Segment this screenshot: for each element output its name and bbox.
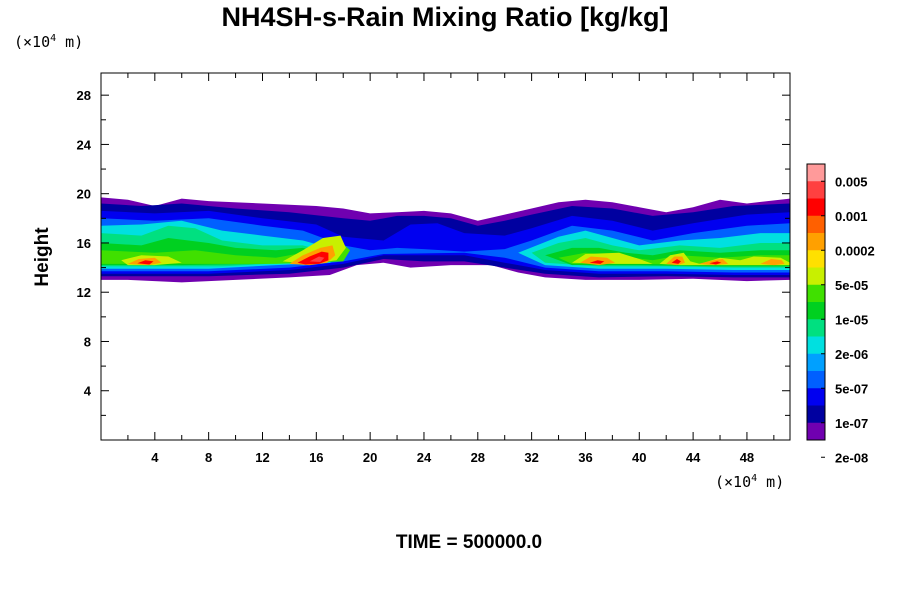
y-tick-label: 28 xyxy=(77,88,91,103)
contour-region-20 xyxy=(698,259,729,266)
x-axis-unit: (×104 m) xyxy=(715,473,785,491)
contour-region-15 xyxy=(659,252,790,266)
colorbar-swatch xyxy=(807,336,825,355)
colorbar-frame xyxy=(806,163,826,441)
colorbar-label: 1e-07 xyxy=(835,416,868,431)
x-tick-label: 40 xyxy=(632,450,646,465)
contour-region-25 xyxy=(671,259,681,264)
x-tick-label: 4 xyxy=(151,450,159,465)
chart-title: NH4SH-s-Rain Mixing Ratio [kg/kg] xyxy=(221,2,669,32)
colorbar-swatch xyxy=(807,215,825,234)
colorbar-label: 0.001 xyxy=(835,209,868,224)
colorbar-label: 2e-06 xyxy=(835,347,868,362)
colorbar-swatch xyxy=(807,233,825,251)
x-tick-label: 20 xyxy=(363,450,377,465)
x-tick-label: 16 xyxy=(309,450,323,465)
colorbar-swatch xyxy=(807,405,825,424)
contour-region-27 xyxy=(309,256,325,262)
colorbar-swatch xyxy=(807,250,825,268)
colorbar-swatch xyxy=(807,353,825,372)
colorbar-label: 0.005 xyxy=(835,174,868,189)
colorbar-swatch xyxy=(807,198,825,217)
colorbar-label: 5e-05 xyxy=(835,278,868,293)
contour-region-24 xyxy=(589,260,605,264)
colorbar-swatch xyxy=(807,267,825,286)
colorbar-swatch xyxy=(807,422,825,441)
y-tick-label: 16 xyxy=(77,236,91,251)
colorbar: 0.005 0.001 0.0002 5e-05 1e-05 2e-06 5e-07 1e-0… xyxy=(806,163,875,465)
plot-frame xyxy=(100,72,791,441)
colorbar-swatch xyxy=(807,302,825,320)
x-tick-label: 36 xyxy=(578,450,592,465)
colorbar-label: 1e-05 xyxy=(835,312,868,327)
colorbar-label: 0.0002 xyxy=(835,243,875,258)
contour-region-22 xyxy=(137,260,154,265)
y-tick-label: 4 xyxy=(84,384,92,399)
x-tick-label: 28 xyxy=(471,450,485,465)
plot-fills xyxy=(101,197,790,283)
x-tick-label: 24 xyxy=(417,450,432,465)
x-tick-label: 48 xyxy=(740,450,754,465)
x-tick-label: 44 xyxy=(686,450,701,465)
y-tick-label: 8 xyxy=(84,334,91,349)
contour-region-26 xyxy=(709,261,722,265)
x-tick-label: 8 xyxy=(205,450,212,465)
colorbar-swatch xyxy=(807,319,825,337)
colorbar-swatch xyxy=(807,388,825,406)
x-tick-label: 12 xyxy=(255,450,269,465)
y-axis-unit: (×104 m) xyxy=(14,33,84,51)
colorbar-label: 5e-07 xyxy=(835,381,868,396)
colorbar-label: 2e-08 xyxy=(835,450,868,465)
y-axis-label: Height xyxy=(32,227,53,287)
colorbar-swatch xyxy=(807,284,825,303)
contour-region-21 xyxy=(760,259,785,266)
colorbar-swatch xyxy=(807,371,825,389)
y-tick-label: 24 xyxy=(77,137,92,152)
y-tick-label: 12 xyxy=(77,285,91,300)
colorbar-swatch xyxy=(807,164,825,182)
colorbar-swatch xyxy=(807,181,825,199)
y-tick-label: 20 xyxy=(77,187,91,202)
x-tick-label: 32 xyxy=(524,450,538,465)
time-label: TIME = 500000.0 xyxy=(395,532,543,553)
